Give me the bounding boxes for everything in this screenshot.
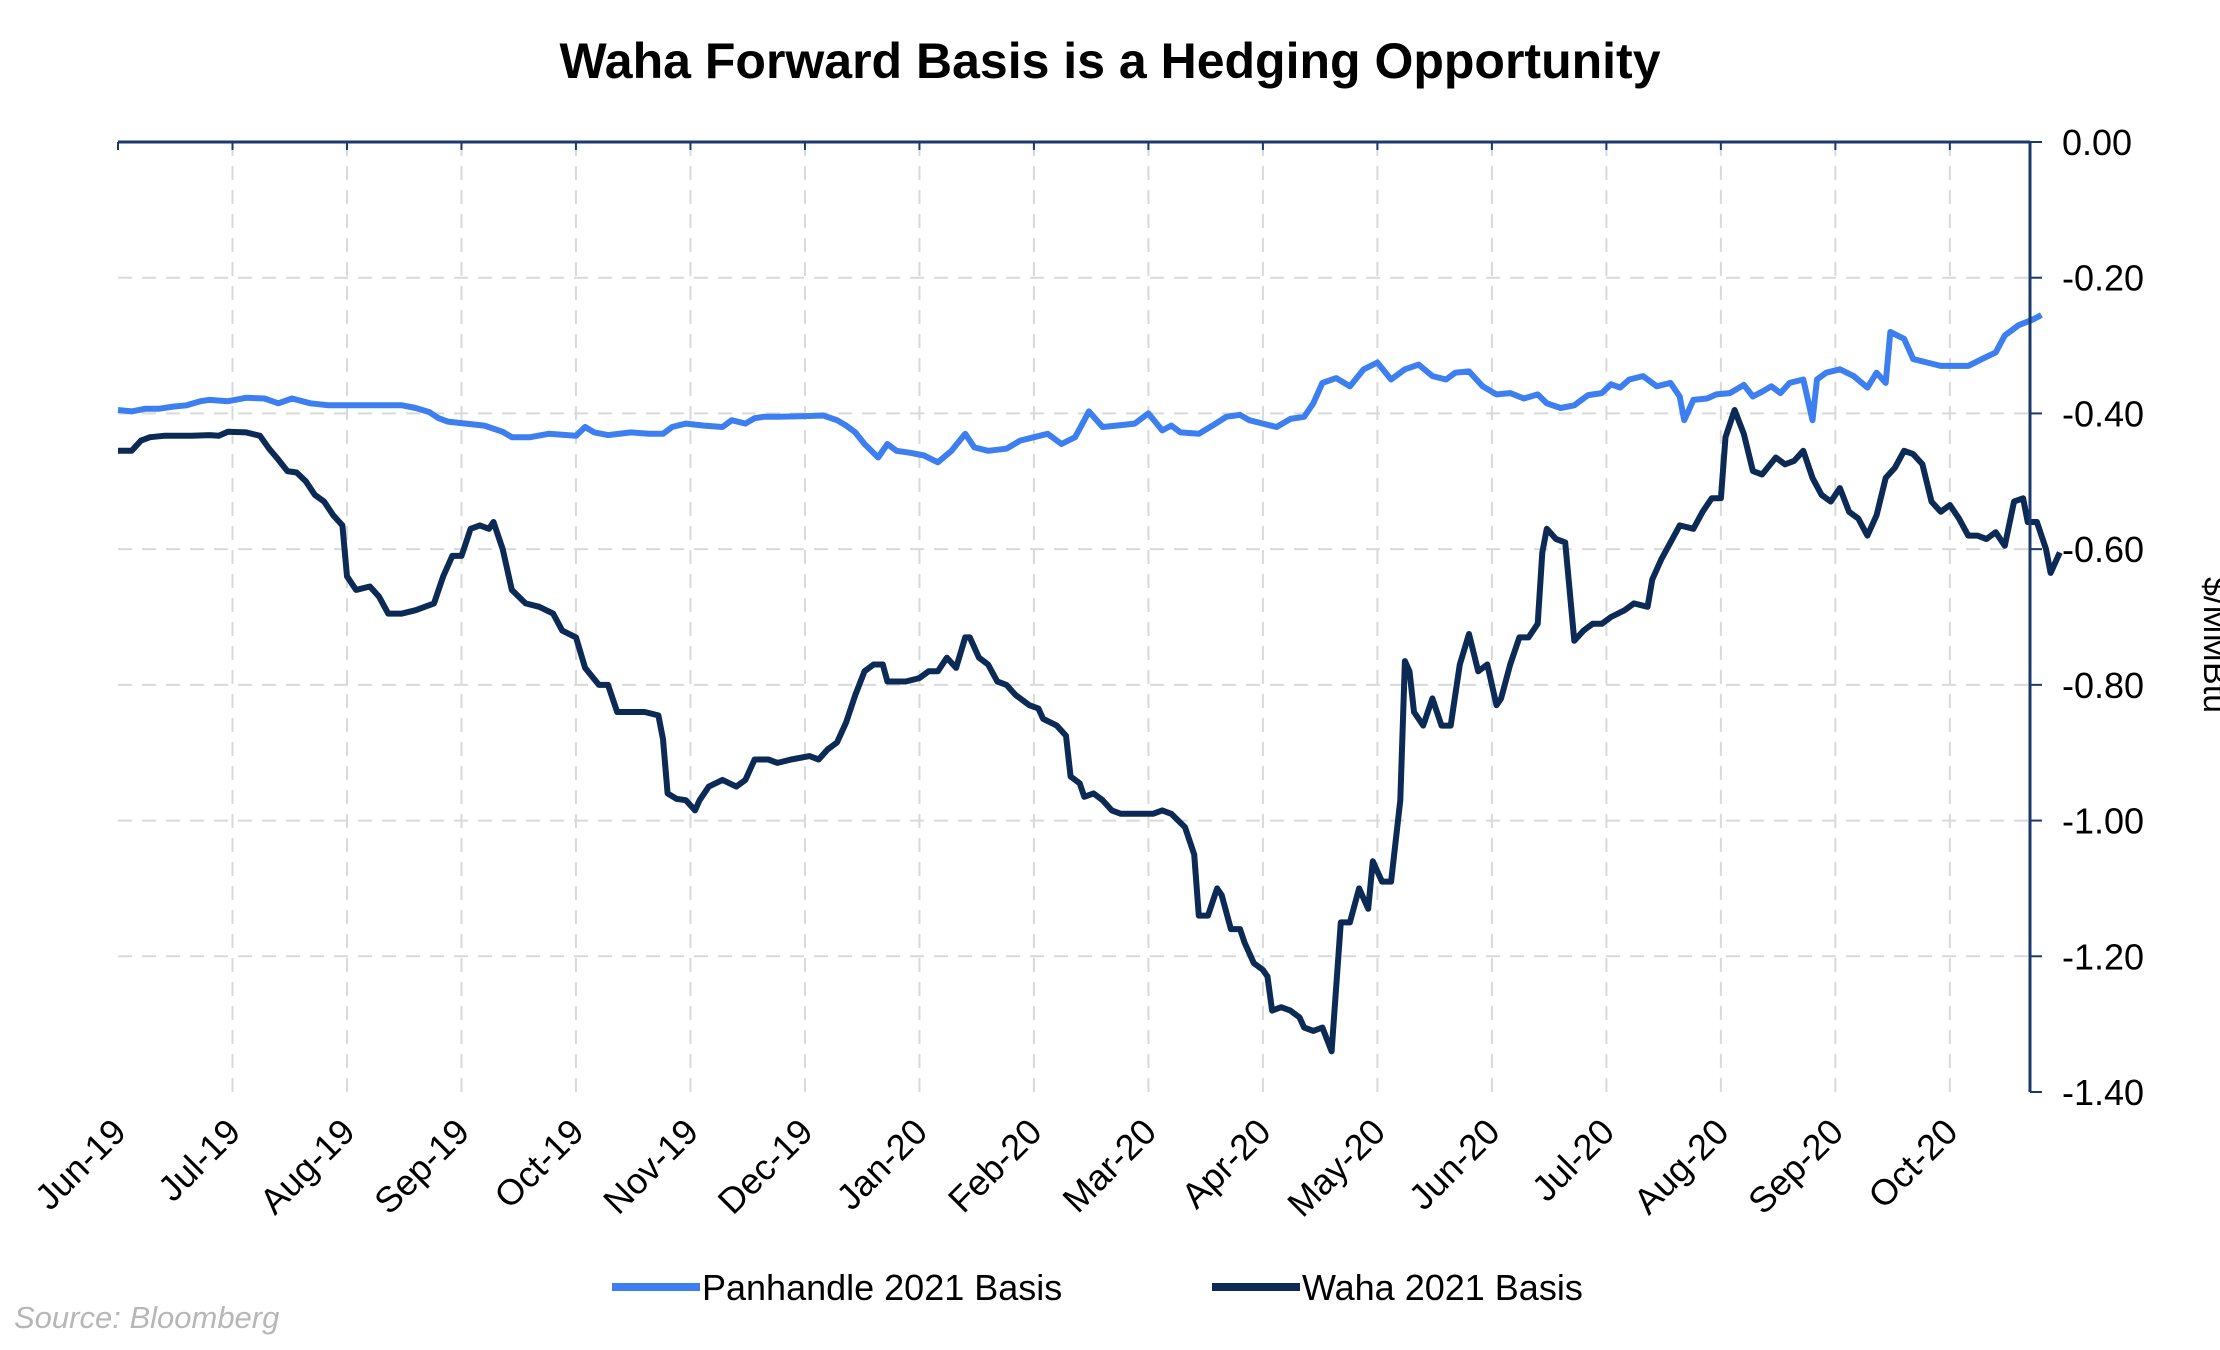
x-tick-label: Apr-20 [1173,1111,1278,1216]
x-tick-label: Jul-19 [150,1111,248,1209]
x-tick-label: Sep-20 [1740,1111,1851,1222]
y-tick-label: -0.80 [2062,665,2144,706]
y-tick-label: -1.40 [2062,1072,2144,1113]
x-tick-label: Jan-20 [828,1111,935,1218]
legend: Panhandle 2021 Basis Waha 2021 Basis [612,1267,1583,1308]
x-tick-label: Nov-19 [595,1111,706,1222]
x-tick-label: Aug-20 [1625,1111,1736,1222]
y-tick-label: -1.20 [2062,936,2144,977]
series-lines [117,312,2063,1055]
y-tick-label: -1.00 [2062,801,2144,842]
y-tick-label: 0.00 [2062,122,2132,163]
x-tick-label: Dec-19 [710,1111,821,1222]
x-tick-label: Jul-20 [1524,1111,1622,1209]
tick-labels: 0.00 -0.20 -0.40 -0.60 -0.80 -1.00 -1.20 -1.40 J… [27,122,2144,1225]
x-tick-label: Aug-19 [252,1111,363,1222]
legend-label-panhandle: Panhandle 2021 Basis [702,1267,1062,1308]
source-note: Source: Bloomberg [14,1300,280,1335]
x-tick-label: Oct-19 [486,1111,591,1216]
gridlines [118,142,2030,1092]
x-tick-label: Jun-20 [1401,1111,1508,1218]
x-tick-label: Sep-19 [366,1111,477,1222]
x-tick-label: May-20 [1279,1111,1393,1225]
x-tick-label: Jun-19 [27,1111,134,1218]
axes [117,140,2042,1093]
y-tick-label: -0.60 [2062,529,2144,570]
y-tick-label: -0.20 [2062,258,2144,299]
x-tick-label: Mar-20 [1054,1111,1164,1221]
x-tick-label: Oct-20 [1860,1111,1965,1216]
series-line-waha [118,407,2063,1055]
chart-title: Waha Forward Basis is a Hedging Opportun… [559,33,1661,89]
y-axis-title: $/MMBtu [2196,577,2220,713]
legend-label-waha: Waha 2021 Basis [1302,1267,1583,1308]
y-tick-label: -0.40 [2062,393,2144,434]
series-line-panhandle [117,312,2043,466]
x-tick-label: Feb-20 [940,1111,1050,1221]
